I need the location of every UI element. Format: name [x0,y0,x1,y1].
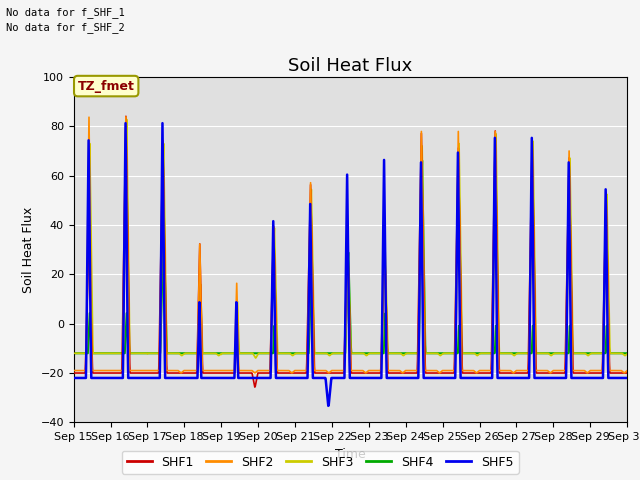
SHF4 [509,350,516,356]
SHF1 [437,370,445,376]
SHF1 [122,113,130,119]
Line: SHF3: SHF3 [74,120,627,358]
Title: Soil Heat Flux: Soil Heat Flux [288,57,413,75]
SHF1 [180,370,188,376]
SHF3 [180,351,188,357]
SHF5 [255,375,263,381]
Y-axis label: Soil Heat Flux: Soil Heat Flux [22,206,35,293]
SHF1 [193,358,201,364]
SHF4 [558,350,566,356]
SHF5 [437,375,445,381]
SHF4 [623,350,631,356]
SHF5 [324,403,332,408]
SHF2 [255,368,263,373]
SHF4 [436,350,444,356]
SHF1 [251,384,259,390]
SHF2 [623,368,631,373]
Text: No data for f_SHF_1: No data for f_SHF_1 [6,7,125,18]
X-axis label: Time: Time [335,448,366,461]
SHF5 [558,375,566,381]
SHF2 [122,114,130,120]
SHF3 [252,355,259,361]
SHF5 [70,375,77,381]
SHF4 [419,157,426,163]
SHF5 [623,375,631,381]
SHF5 [180,375,188,381]
SHF2 [70,368,77,373]
SHF2 [177,370,185,376]
SHF4 [255,350,262,356]
Line: SHF1: SHF1 [74,116,627,387]
SHF5 [193,375,201,381]
SHF3 [255,350,263,356]
Text: TZ_fmet: TZ_fmet [78,80,134,93]
SHF3 [623,351,631,357]
Line: SHF5: SHF5 [74,123,627,406]
SHF2 [437,369,445,375]
SHF3 [437,352,445,358]
SHF3 [70,350,77,356]
SHF1 [623,370,631,376]
SHF3 [558,350,566,356]
Line: SHF4: SHF4 [74,160,627,353]
Text: No data for f_SHF_2: No data for f_SHF_2 [6,22,125,33]
SHF3 [123,117,131,122]
SHF3 [193,350,201,356]
SHF1 [70,370,77,376]
SHF2 [558,368,566,373]
SHF1 [558,370,566,376]
SHF2 [509,370,517,376]
SHF4 [193,350,200,356]
SHF4 [179,350,187,356]
SHF1 [509,370,517,376]
SHF5 [122,120,129,126]
SHF5 [509,375,517,381]
Line: SHF2: SHF2 [74,117,627,373]
SHF2 [180,368,188,373]
SHF4 [70,350,77,356]
Legend: SHF1, SHF2, SHF3, SHF4, SHF5: SHF1, SHF2, SHF3, SHF4, SHF5 [122,451,518,474]
SHF3 [509,352,517,358]
SHF2 [194,353,202,359]
SHF1 [255,370,263,376]
